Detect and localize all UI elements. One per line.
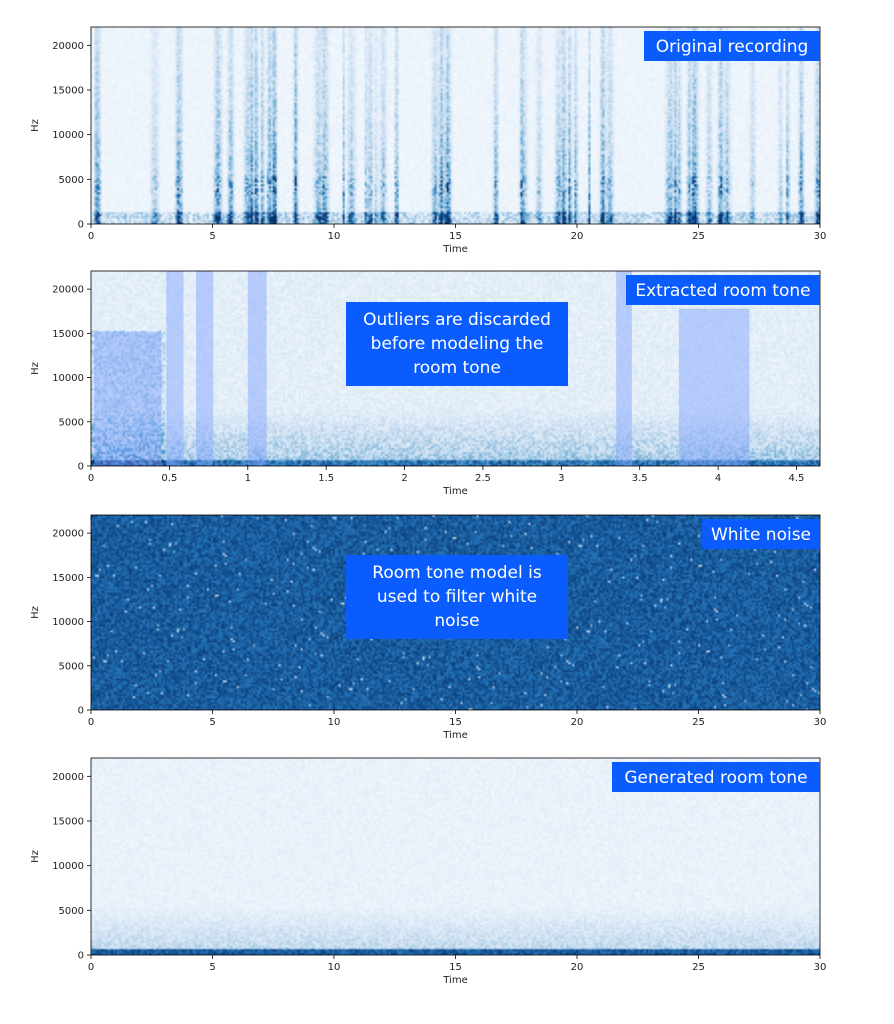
y-tick-label: 20000 [52, 772, 84, 783]
x-tick-label: 5 [209, 231, 215, 242]
panel-badge-label: Generated room tone [624, 768, 807, 788]
x-axis-label: Time [442, 244, 467, 255]
panel-badge [626, 275, 820, 305]
y-tick-label: 15000 [52, 85, 84, 96]
panel-badge [644, 31, 820, 61]
y-tick-label: 10000 [52, 373, 84, 384]
x-tick-label: 20 [571, 231, 584, 242]
annotation-line: room tone [413, 358, 501, 378]
spectrogram-panel-3: 0 5 10 15 20 25 30 0 5000 10000 15000 20000 Time Hz Wh… [30, 514, 827, 741]
x-tick-label: 10 [328, 962, 341, 973]
x-axis-label: Time [442, 975, 467, 986]
y-tick-label: 0 [78, 462, 84, 473]
panel-badge [612, 762, 820, 792]
annotation-line: Room tone model is [372, 563, 542, 583]
x-tick-label: 0 [88, 231, 94, 242]
outlier-region-3 [196, 271, 214, 466]
x-tick-label: 0.5 [161, 473, 177, 484]
x-tick-label: 15 [449, 717, 462, 728]
y-axis-label: Hz [30, 606, 41, 619]
x-tick-label: 2.5 [475, 473, 491, 484]
x-tick-label: 3.5 [632, 473, 648, 484]
annotation-line: Outliers are discarded [363, 310, 551, 330]
y-tick-label: 20000 [52, 529, 84, 540]
x-tick-label: 25 [692, 231, 705, 242]
x-tick-label: 5 [209, 962, 215, 973]
spectrogram-panel-1: 0 5 10 15 20 25 30 0 5000 10000 15000 20000 Time Hz Or… [30, 26, 827, 255]
x-tick-label: 15 [449, 962, 462, 973]
y-tick-label: 0 [78, 706, 84, 717]
outlier-region-4 [247, 271, 267, 466]
y-axis-label: Hz [30, 119, 41, 132]
x-tick-label: 0 [88, 717, 94, 728]
y-tick-label: 5000 [59, 661, 84, 672]
x-tick-label: 2 [401, 473, 407, 484]
x-tick-label: 1.5 [318, 473, 334, 484]
y-tick-label: 10000 [52, 861, 84, 872]
y-axis-label: Hz [30, 850, 41, 863]
y-tick-label: 5000 [59, 906, 84, 917]
y-tick-label: 15000 [52, 816, 84, 827]
x-tick-label: 20 [571, 962, 584, 973]
spectrogram-panel-2: 0 0.5 1 1.5 2 2.5 3 3.5 4 4.5 0 5000 10000 15000 20000… [30, 270, 821, 497]
annotation-line: before modeling the [371, 334, 544, 354]
panel-badge-label: Original recording [656, 37, 809, 57]
x-tick-label: 10 [328, 231, 341, 242]
x-tick-label: 25 [692, 717, 705, 728]
annotation-line: used to filter white [377, 587, 537, 607]
outlier-region-2 [166, 271, 184, 466]
x-axis-label: Time [442, 486, 467, 497]
outlier-region-6 [678, 308, 750, 466]
x-tick-label: 4.5 [789, 473, 805, 484]
x-tick-label: 30 [814, 962, 827, 973]
panel-badge [702, 519, 820, 549]
x-tick-label: 1 [245, 473, 251, 484]
y-tick-label: 10000 [52, 130, 84, 141]
x-tick-label: 5 [209, 717, 215, 728]
x-tick-label: 4 [715, 473, 721, 484]
y-tick-label: 20000 [52, 41, 84, 52]
y-tick-label: 0 [78, 220, 84, 231]
plot-frame [90, 270, 821, 467]
x-tick-label: 0 [88, 473, 94, 484]
y-axis-label: Hz [30, 362, 41, 375]
x-tick-label: 3 [558, 473, 564, 484]
x-tick-label: 30 [814, 231, 827, 242]
x-tick-label: 30 [814, 717, 827, 728]
outlier-region-5 [616, 271, 632, 466]
annotation-line: noise [434, 611, 479, 631]
x-tick-label: 15 [449, 231, 462, 242]
x-axis-label: Time [442, 730, 467, 741]
annotation-box [346, 555, 568, 639]
x-tick-label: 0 [88, 962, 94, 973]
spectrogram-panel-4: 0 5 10 15 20 25 30 0 5000 10000 15000 20000 Time Hz Ge… [30, 757, 827, 986]
x-tick-label: 25 [692, 962, 705, 973]
x-tick-label: 10 [328, 717, 341, 728]
annotation-box [346, 302, 568, 386]
y-tick-label: 10000 [52, 617, 84, 628]
y-tick-label: 5000 [59, 417, 84, 428]
y-tick-label: 15000 [52, 573, 84, 584]
outlier-region-1 [94, 331, 162, 466]
y-tick-label: 20000 [52, 285, 84, 296]
y-tick-label: 5000 [59, 175, 84, 186]
panel-badge-label: White noise [711, 525, 811, 545]
x-tick-label: 20 [571, 717, 584, 728]
y-tick-label: 15000 [52, 329, 84, 340]
y-tick-label: 0 [78, 951, 84, 962]
panel-badge-label: Extracted room tone [635, 281, 810, 301]
